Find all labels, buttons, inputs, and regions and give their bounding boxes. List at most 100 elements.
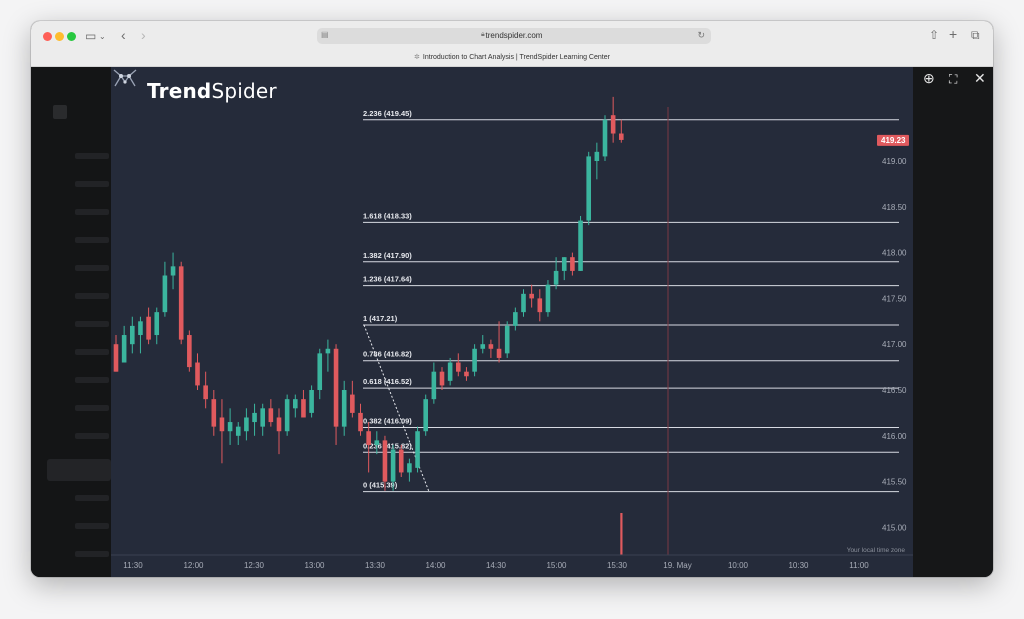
dimmed-nav-item	[75, 349, 109, 355]
candle-body	[545, 284, 551, 313]
candle-body	[293, 399, 298, 409]
candle-body	[121, 335, 127, 363]
time-axis-tick: 13:30	[365, 561, 386, 570]
fib-level-label: 0.382 (416.09)	[363, 417, 412, 426]
price-axis-tick: 416.00	[882, 432, 907, 441]
candle-body	[594, 151, 600, 161]
candle-body	[578, 220, 583, 271]
fib-level-label: 0.786 (416.82)	[363, 350, 412, 359]
price-axis-tick: 418.50	[882, 203, 907, 212]
candle-body	[162, 275, 168, 313]
tab-title[interactable]: ✲ Introduction to Chart Analysis | TrendS…	[414, 54, 610, 61]
candle-body	[219, 417, 225, 432]
candle-body	[358, 412, 363, 432]
candle-body	[154, 312, 160, 336]
candle-body	[472, 348, 477, 372]
candle-body	[138, 321, 143, 336]
lightbox-controls: ⊕ ⛶ ✕	[913, 67, 993, 577]
page-content: TrendSpider 2.236 (419.45) 1.618 (418.33)…	[31, 67, 993, 577]
candle-body	[553, 270, 559, 285]
price-axis-tick: 415.50	[882, 478, 907, 487]
price-axis-tick: 417.50	[882, 294, 907, 303]
fib-level-label: 0 (415.39)	[363, 481, 398, 490]
forward-button-icon[interactable]: ›	[141, 27, 146, 43]
candle-body	[268, 408, 274, 423]
reload-icon[interactable]: ↻	[697, 30, 705, 40]
candle-body	[537, 298, 543, 313]
candle-body	[423, 399, 428, 432]
candle-body	[325, 348, 331, 354]
candle-body	[504, 325, 510, 354]
price-axis-tick: 415.00	[882, 523, 907, 532]
current-price-tag	[877, 134, 909, 146]
candle-body	[398, 449, 404, 473]
share-icon[interactable]: ⇧	[929, 28, 940, 42]
url-text: trendspider.com	[485, 31, 543, 40]
dimmed-nav-item	[75, 495, 109, 501]
brand-logo-text: TrendSpider	[147, 79, 277, 103]
candle-body	[276, 417, 282, 432]
dimmed-nav-item	[75, 405, 109, 411]
candle-body	[407, 463, 412, 473]
candle-body	[488, 344, 494, 349]
candle-body	[521, 293, 526, 313]
price-axis-tick: 419.00	[882, 157, 907, 166]
sidebar-toggle-icon[interactable]: ▭	[85, 29, 97, 43]
time-axis-tick: 12:00	[183, 561, 204, 570]
time-axis-tick: 11:30	[123, 561, 143, 570]
candle-body	[187, 335, 192, 368]
dimmed-nav-item	[75, 153, 109, 159]
tab-overview-icon[interactable]: ⧉	[971, 28, 980, 42]
minimize-window-button[interactable]	[55, 32, 64, 41]
fib-level-label: 2.236 (419.45)	[363, 109, 412, 118]
price-axis-tick: 416.50	[882, 386, 907, 395]
zoom-window-button[interactable]	[67, 32, 76, 41]
back-button-icon[interactable]: ‹	[121, 27, 126, 43]
fib-level-label: 1.618 (418.33)	[363, 211, 412, 220]
new-tab-icon[interactable]: +	[949, 26, 958, 42]
candle-body	[195, 362, 200, 386]
fullscreen-icon[interactable]: ⛶	[949, 72, 958, 86]
candle-body	[301, 399, 306, 418]
candle-body	[366, 431, 371, 445]
candle-body	[203, 385, 208, 400]
candle-body	[113, 344, 119, 372]
browser-window: ▭ ⌄ ‹ › ▤ 🔒︎ trendspider.com ↻ ⇧ + ⧉ ✲ In…	[31, 21, 993, 577]
lock-icon: 🔒︎	[481, 31, 485, 38]
timezone-label: Your local time zone	[847, 547, 906, 554]
candle-body	[382, 440, 388, 482]
fib-level-label: 1.382 (417.90)	[363, 251, 412, 260]
dimmed-nav-item	[75, 237, 109, 243]
chart-lightbox-image: TrendSpider 2.236 (419.45) 1.618 (418.33)…	[111, 67, 913, 577]
chevron-down-icon[interactable]: ⌄	[99, 32, 106, 41]
candle-body	[415, 431, 420, 468]
candle-body	[317, 353, 323, 390]
candle-body	[513, 312, 518, 326]
candle-body	[284, 399, 290, 432]
candle-body	[447, 362, 453, 381]
candle-body	[211, 399, 217, 427]
browser-toolbar: ▭ ⌄ ‹ › ▤ 🔒︎ trendspider.com ↻ ⇧ + ⧉ ✲ In…	[31, 21, 993, 67]
candle-body	[130, 325, 135, 345]
dimmed-nav-item	[75, 181, 109, 187]
current-price-label: 419.23	[881, 136, 906, 145]
close-icon[interactable]: ✕	[974, 70, 986, 86]
candle-body	[456, 362, 461, 372]
candle-body	[374, 440, 380, 445]
time-axis-tick: 11:00	[849, 561, 869, 570]
candle-body	[586, 156, 591, 221]
dimmed-nav-item	[75, 377, 109, 383]
candle-body	[170, 266, 176, 276]
price-axis-tick: 417.00	[882, 340, 907, 349]
fib-level-label: 1 (417.21)	[363, 314, 398, 323]
candle-body	[570, 257, 575, 271]
time-axis-tick: 19. May	[663, 561, 691, 570]
close-window-button[interactable]	[43, 32, 52, 41]
address-bar[interactable]: ▤ 🔒︎ trendspider.com ↻	[317, 28, 711, 44]
dimmed-nav-item	[75, 551, 109, 557]
zoom-in-icon[interactable]: ⊕	[923, 70, 935, 86]
reader-icon[interactable]: ▤	[321, 30, 329, 39]
candle-body	[244, 417, 249, 432]
volume-bar	[620, 513, 623, 555]
candle-body	[252, 412, 257, 423]
